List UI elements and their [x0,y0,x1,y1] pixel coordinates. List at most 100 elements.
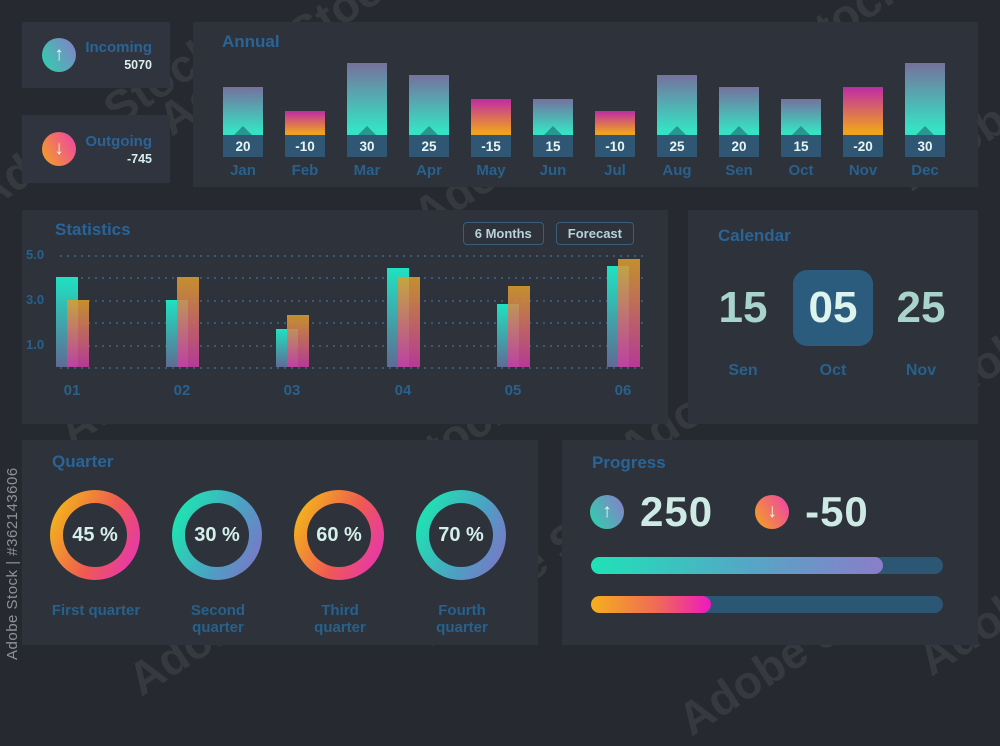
forecast-button[interactable]: Forecast [555,222,634,245]
progress-down-value: -50 [805,488,869,535]
arrow-down-icon: ↓ [42,132,76,166]
quarter-label: Fourth quarter [436,602,488,636]
outgoing-card: ↓ Outgoing -745 [22,115,170,183]
progress-bar-track-2 [591,596,943,613]
quarter-label: Third quarter [314,602,366,636]
annual-bar-value: 20 [223,135,263,157]
calendar-date-selected[interactable]: 05 Oct [790,270,876,380]
annual-month-label: Apr [416,162,442,179]
annual-bar-group-mar: 30 Mar [347,63,387,179]
stat-category-label: 06 [614,382,632,399]
progress-panel: Progress ↑ 250 ↓ -50 [562,440,978,645]
statistics-title: Statistics [55,220,131,239]
annual-bar [347,63,387,135]
gridline-4 [60,277,646,280]
y-axis-label: 1.0 [26,336,45,352]
annual-bar-group-dec: 30 Dec [905,63,945,179]
annual-bar-group-may: -15 May [471,99,511,179]
arrow-down-icon: ↓ [755,495,790,529]
annual-bar-group-sen: 20 Sen [719,87,759,179]
annual-bar [533,99,573,135]
annual-bar [223,87,263,135]
annual-month-label: Jul [604,162,626,179]
stat-category-label: 02 [173,382,191,399]
arrow-up-icon: ↑ [42,38,76,72]
gridline-5 [60,255,646,257]
progress-title: Progress [592,453,666,472]
stat-category-label: 01 [63,382,81,399]
quarter-item-2: 30 % Second quarter [172,490,264,636]
annual-bar-value: -10 [285,135,325,157]
gridline-0 [60,367,646,369]
annual-bar [781,99,821,135]
calendar-title: Calendar [718,226,791,245]
progress-up-value: 250 [640,488,714,535]
annual-bar-value: -15 [471,135,511,157]
gridline-1 [60,344,646,347]
incoming-label: Incoming [85,38,152,56]
calendar-date-next[interactable]: 25 Nov [878,270,964,380]
calendar-day: 25 [896,283,946,332]
annual-bar [595,111,635,143]
annual-bar [657,75,697,135]
annual-bar-group-jan: 20 Jan [223,87,263,179]
incoming-card: ↑ Incoming 5070 [22,22,170,88]
annual-bar-value: 25 [657,135,697,157]
annual-bar [843,87,883,143]
quarter-percent: 30 % [185,503,249,567]
annual-month-label: Sen [725,162,753,179]
calendar-month: Oct [819,362,847,379]
outgoing-value: -745 [126,151,152,166]
calendar-month: Nov [905,362,937,379]
annual-month-label: Dec [911,162,939,179]
annual-bar-chart: 20 Jan -10 Feb 30 Mar 25 Apr -15 May 15 Jun -10 Jul 25… [223,60,945,179]
calendar-date-prev[interactable]: 15 Sen [700,270,786,380]
stat-bar-amber [67,299,89,367]
arrow-up-icon: ↑ [590,495,624,529]
quarter-label: First quarter [51,602,141,619]
stat-bar-amber [618,259,640,368]
donut-ring-icon: 45 % [50,490,140,580]
incoming-value: 5070 [124,57,152,72]
quarter-percent: 60 % [307,503,371,567]
annual-month-label: Nov [848,162,878,179]
y-axis-label: 3.0 [26,291,45,307]
outgoing-label: Outgoing [85,132,152,150]
annual-bar-value: 30 [347,135,387,157]
stat-bar-amber [287,315,309,368]
stat-bar-amber [508,286,530,368]
stat-category-label: 05 [504,382,522,399]
progress-bar-fill-warm [591,596,711,613]
progress-bar-fill-cool [591,557,884,574]
stat-category-label: 03 [283,382,301,399]
annual-bar-value: -10 [595,135,635,157]
annual-bar [719,87,759,135]
donut-ring-icon: 30 % [172,490,262,580]
quarter-percent: 45 % [63,503,127,567]
annual-bar-value: 20 [719,135,759,157]
annual-month-label: Jun [539,162,567,179]
annual-bar-group-oct: 15 Oct [781,99,821,179]
annual-bar-value: 30 [905,135,945,157]
calendar-month: Sen [728,362,758,379]
statistics-bar-chart: 5.0 3.0 1.0 01 02 03 04 05 06 [22,210,668,424]
annual-bar-group-jun: 15 Jun [533,99,573,179]
annual-bar-group-aug: 25 Aug [657,75,697,179]
annual-bar [905,63,945,135]
six-months-button[interactable]: 6 Months [462,222,544,245]
watermark-id-label: Adobe Stock | #362143606 [4,467,21,660]
annual-month-label: Feb [291,162,319,179]
calendar-panel: Calendar 15 Sen 05 Oct 25 Nov [688,210,978,424]
annual-bar-group-feb: -10 Feb [285,111,325,179]
annual-month-label: May [476,162,506,179]
annual-bar-value: 15 [781,135,821,157]
donut-ring-icon: 60 % [294,490,384,580]
quarter-percent: 70 % [429,503,493,567]
annual-bar-group-nov: -20 Nov [843,87,883,179]
annual-month-label: Jan [230,162,256,179]
progress-bar-track-1 [591,557,943,574]
annual-bar-value: 15 [533,135,573,157]
annual-bar-group-jul: -10 Jul [595,111,635,179]
annual-bar [285,111,325,143]
annual-title: Annual [222,32,280,51]
